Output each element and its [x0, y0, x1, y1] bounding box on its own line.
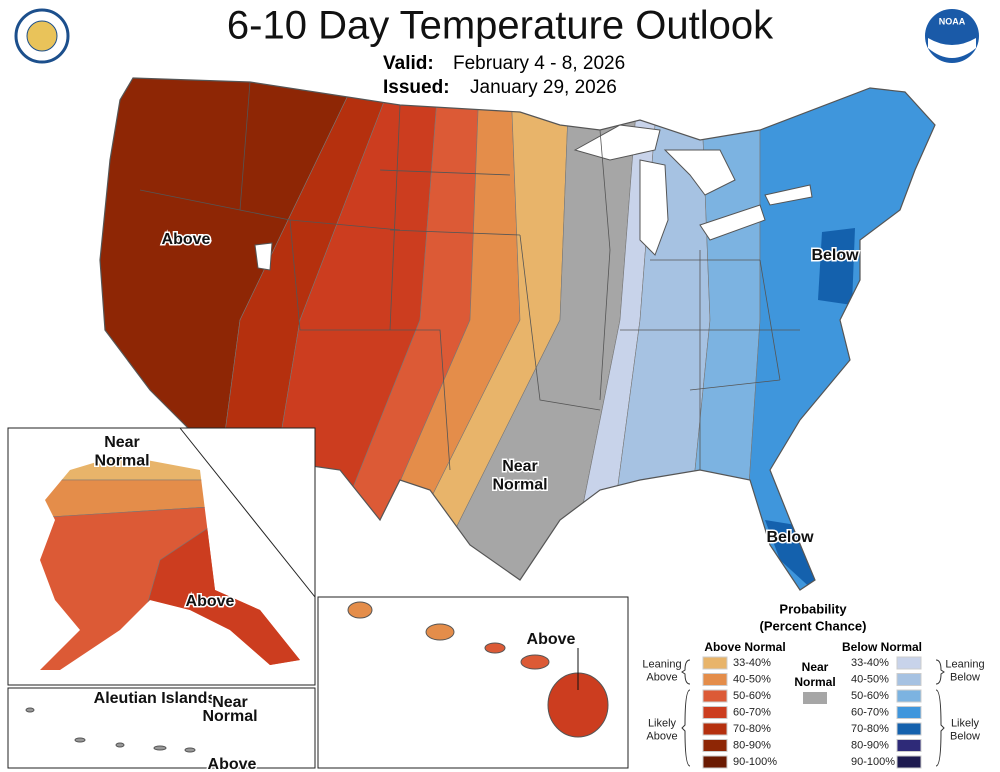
map-label: Aleutian Islands — [94, 690, 217, 707]
legend: Probability (Percent Chance) Above Normal 3… — [642, 601, 985, 769]
inset-connector — [179, 427, 316, 598]
probability-band — [818, 228, 855, 305]
valid-label: Valid: — [383, 53, 434, 74]
map-label: Near — [212, 694, 248, 711]
map-label: Below — [766, 529, 814, 546]
map-label: Normal — [492, 477, 547, 494]
legend-swatch — [896, 706, 922, 719]
legend-brace — [681, 689, 691, 767]
legend-bin-label: 50-60% — [851, 690, 889, 702]
legend-title: Probability — [779, 601, 847, 616]
legend-bin-label: 90-100% — [733, 756, 777, 768]
legend-brace — [935, 659, 945, 685]
seal-logo — [14, 8, 70, 64]
legend-swatch — [896, 673, 922, 686]
legend-bin-label: 90-100% — [851, 756, 895, 768]
legend-swatch — [702, 755, 728, 769]
legend-swatch — [702, 673, 728, 686]
legend-heading: Near — [802, 660, 829, 674]
legend-group-label: Likely — [648, 717, 677, 729]
issued-label: Issued: — [383, 77, 450, 98]
title: 6-10 Day Temperature Outlook — [227, 4, 774, 48]
legend-group-label: Below — [950, 671, 980, 683]
legend-swatch — [896, 656, 922, 670]
legend-brace — [935, 689, 945, 767]
island — [347, 601, 373, 619]
probability-band — [339, 78, 521, 590]
legend-bin-label: 50-60% — [733, 690, 771, 702]
map-label: Normal — [202, 708, 257, 725]
issued-date: January 29, 2026 — [470, 77, 617, 98]
legend-bin-label: 33-40% — [733, 657, 771, 669]
legend-swatch — [896, 755, 922, 769]
map-label: Above — [208, 756, 257, 772]
legend-bin-label: 60-70% — [851, 706, 889, 718]
hawaii-islands — [347, 601, 609, 738]
map-label: Above — [527, 631, 576, 648]
probability-band — [369, 78, 571, 590]
map-label: Above — [162, 231, 211, 248]
valid-date: February 4 - 8, 2026 — [453, 53, 625, 74]
aleutian-inset — [7, 687, 316, 769]
probability-band — [559, 78, 661, 590]
legend-bin-label: 40-50% — [733, 673, 771, 685]
legend-bin-label: 80-90% — [733, 739, 771, 751]
legend-swatch — [702, 722, 728, 736]
legend-group-label: Leaning — [945, 658, 984, 670]
legend-bin-label: 70-80% — [733, 723, 771, 735]
legend-bin-label: 60-70% — [733, 706, 771, 718]
map-label: Above — [186, 593, 235, 610]
legend-swatch — [702, 739, 728, 752]
legend-group-label: Above — [646, 730, 677, 742]
island — [484, 642, 506, 654]
legend-heading: Above Normal — [704, 640, 785, 654]
noaa-logo — [925, 9, 979, 63]
legend-swatch — [702, 656, 728, 670]
island — [425, 623, 455, 641]
map-label: Near — [502, 458, 538, 475]
probability-band — [100, 78, 366, 590]
legend-bin-label: 40-50% — [851, 673, 889, 685]
legend-heading: Normal — [794, 675, 835, 689]
noaa-logo-text: NOAA — [939, 16, 966, 26]
legend-swatch — [803, 692, 827, 704]
aleutian-islands-shapes — [25, 707, 196, 753]
map-label: Normal — [94, 453, 149, 470]
map-label: Below — [811, 247, 859, 264]
legend-group-label: Leaning — [642, 658, 681, 670]
legend-swatch — [702, 706, 728, 719]
legend-brace — [681, 659, 691, 685]
great-lakes — [254, 124, 813, 271]
map-label: Near — [104, 434, 140, 451]
legend-swatch — [896, 722, 922, 736]
legend-bin-label: 33-40% — [851, 657, 889, 669]
legend-bin-label: 70-80% — [851, 723, 889, 735]
legend-swatch — [702, 689, 728, 703]
legend-group-label: Likely — [951, 717, 980, 729]
island — [520, 654, 550, 670]
legend-bin-label: 80-90% — [851, 739, 889, 751]
state-borders — [139, 81, 800, 471]
legend-swatch — [896, 739, 922, 752]
legend-title: (Percent Chance) — [760, 618, 867, 633]
probability-band — [299, 78, 481, 590]
probability-band — [409, 78, 641, 590]
legend-heading: Below Normal — [842, 640, 922, 654]
legend-group-label: Below — [950, 730, 980, 742]
legend-swatch — [896, 689, 922, 703]
legend-group-label: Above — [646, 671, 677, 683]
